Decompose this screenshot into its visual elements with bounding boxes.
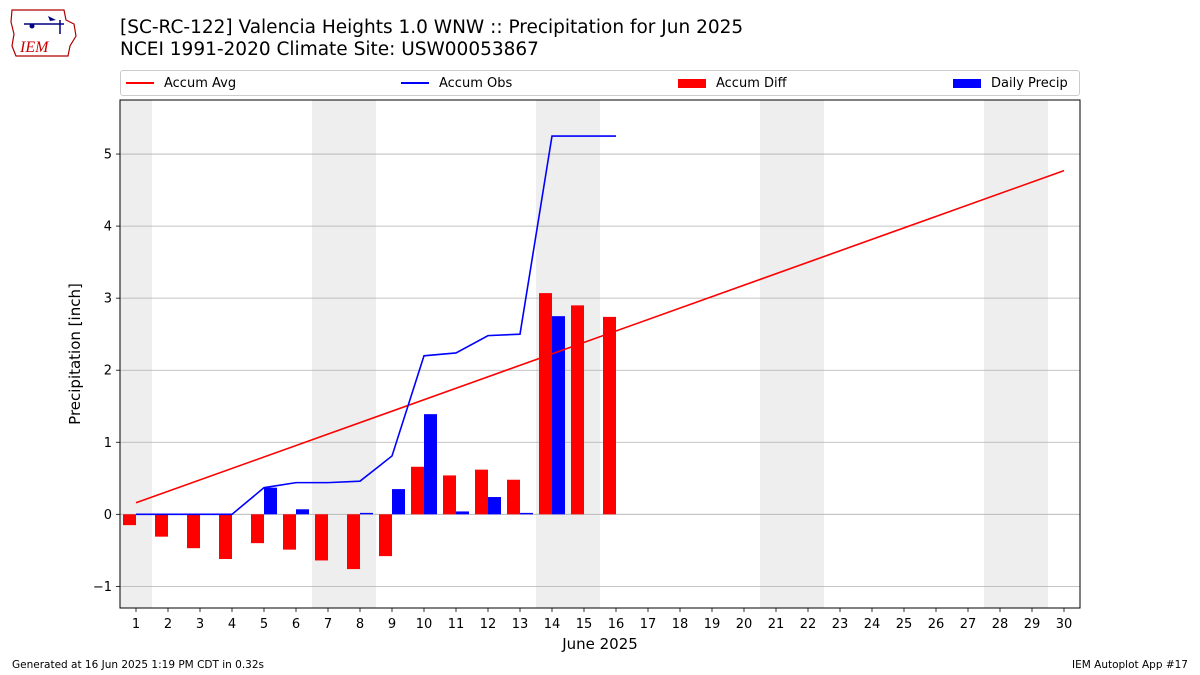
line-accum-obs <box>136 135 616 516</box>
ytick-label-0: 0 <box>104 508 112 523</box>
bar-accum-diff-day-13 <box>507 479 520 515</box>
legend: Accum Avg Accum Obs Accum Diff Daily Pre… <box>120 70 1080 96</box>
legend-label-accum-avg: Accum Avg <box>164 75 237 91</box>
xtick-label-4: 4 <box>228 617 236 632</box>
bar-accum-diff-day-4 <box>219 514 232 560</box>
xtick-label-18: 18 <box>672 617 689 632</box>
bar-accum-diff-day-14 <box>539 293 552 515</box>
bar-accum-diff-day-10 <box>411 466 424 515</box>
chart-subtitle: NCEI 1991-2020 Climate Site: USW00053867 <box>120 39 539 60</box>
chart-title: [SC-RC-122] Valencia Heights 1.0 WNW :: … <box>120 17 744 38</box>
bar-accum-diff-day-3 <box>187 514 200 549</box>
legend-label-accum-obs: Accum Obs <box>439 75 513 91</box>
bar-daily-precip-day-5 <box>264 487 277 515</box>
xtick-label-11: 11 <box>448 617 465 632</box>
bar-accum-diff-day-16 <box>603 316 616 515</box>
xtick-label-3: 3 <box>196 617 204 632</box>
xtick-label-16: 16 <box>608 617 625 632</box>
xtick-label-19: 19 <box>704 617 721 632</box>
legend-swatch-accum-avg <box>126 82 154 84</box>
xtick-label-14: 14 <box>544 617 561 632</box>
bar-accum-diff-day-8 <box>347 514 360 570</box>
weekend-shade-day-28 <box>984 100 1016 608</box>
ytick-label-1: 1 <box>104 436 112 451</box>
legend-swatch-accum-obs <box>401 82 429 84</box>
ytick-label-2: 2 <box>104 364 112 379</box>
y-axis-label: Precipitation [inch] <box>66 283 84 425</box>
ytick-label-4: 4 <box>104 220 112 235</box>
ytick-label-3: 3 <box>104 292 112 307</box>
bar-daily-precip-day-12 <box>488 497 501 515</box>
xtick-label-8: 8 <box>356 617 364 632</box>
bar-accum-diff-day-6 <box>283 514 296 550</box>
x-axis-label: June 2025 <box>561 635 638 653</box>
xtick-label-9: 9 <box>388 617 396 632</box>
legend-item-accum-diff: Accum Diff <box>678 71 787 95</box>
xtick-label-2: 2 <box>164 617 172 632</box>
bar-daily-precip-day-8 <box>360 512 373 515</box>
xtick-label-25: 25 <box>896 617 913 632</box>
bar-accum-diff-day-5 <box>251 514 264 544</box>
xtick-label-1: 1 <box>132 617 140 632</box>
bar-accum-diff-day-7 <box>315 514 328 561</box>
bar-daily-precip-day-13 <box>520 512 533 515</box>
weekend-shade-day-22 <box>792 100 824 608</box>
xtick-label-26: 26 <box>928 617 945 632</box>
legend-swatch-accum-diff <box>678 78 706 88</box>
xtick-label-27: 27 <box>960 617 977 632</box>
plot-frame <box>119 99 1081 609</box>
bar-accum-diff-day-1 <box>123 514 136 526</box>
legend-item-accum-obs: Accum Obs <box>401 71 512 95</box>
xtick-label-30: 30 <box>1056 617 1073 632</box>
ytick-label-5: 5 <box>104 148 112 163</box>
legend-item-accum-avg: Accum Avg <box>126 71 236 95</box>
svg-text:IEM: IEM <box>19 39 50 56</box>
xtick-label-29: 29 <box>1024 617 1041 632</box>
weekend-shade-day-8 <box>344 100 376 608</box>
xtick-label-28: 28 <box>992 617 1009 632</box>
bar-accum-diff-day-2 <box>155 514 168 537</box>
bar-accum-diff-day-9 <box>379 514 392 557</box>
bar-accum-diff-day-15 <box>571 305 584 515</box>
iem-logo: IEM <box>10 9 77 57</box>
bar-daily-precip-day-14 <box>552 316 565 515</box>
weekend-shade-day-1 <box>120 100 152 608</box>
xtick-label-20: 20 <box>736 617 753 632</box>
legend-swatch-daily-precip <box>953 78 981 88</box>
xtick-label-15: 15 <box>576 617 593 632</box>
bar-daily-precip-day-10 <box>424 414 437 515</box>
xtick-label-22: 22 <box>800 617 817 632</box>
footer-app-id: IEM Autoplot App #17 <box>1072 659 1188 671</box>
xtick-label-23: 23 <box>832 617 849 632</box>
bar-daily-precip-day-6 <box>296 509 309 515</box>
xtick-label-12: 12 <box>480 617 497 632</box>
weekend-shade-day-15 <box>568 100 600 608</box>
ytick-label--1: −1 <box>93 580 112 595</box>
legend-item-daily-precip: Daily Precip <box>953 71 1068 95</box>
weekend-shade-day-21 <box>760 100 792 608</box>
bar-accum-diff-day-11 <box>443 475 456 515</box>
legend-label-daily-precip: Daily Precip <box>991 75 1068 91</box>
xtick-label-5: 5 <box>260 617 268 632</box>
bar-daily-precip-day-11 <box>456 511 469 515</box>
xtick-label-17: 17 <box>640 617 657 632</box>
xtick-label-6: 6 <box>292 617 300 632</box>
legend-label-accum-diff: Accum Diff <box>716 75 787 91</box>
weekend-shade-day-29 <box>1016 100 1048 608</box>
xtick-label-21: 21 <box>768 617 785 632</box>
bar-accum-diff-day-12 <box>475 469 488 515</box>
xtick-label-10: 10 <box>416 617 433 632</box>
footer-generated: Generated at 16 Jun 2025 1:19 PM CDT in … <box>12 659 265 671</box>
weekend-shade-day-7 <box>312 100 344 608</box>
weekend-shade-day-14 <box>536 100 568 608</box>
bar-daily-precip-day-9 <box>392 489 405 515</box>
xtick-label-24: 24 <box>864 617 881 632</box>
xtick-label-7: 7 <box>324 617 332 632</box>
line-accum-avg <box>135 169 1065 504</box>
xtick-label-13: 13 <box>512 617 529 632</box>
